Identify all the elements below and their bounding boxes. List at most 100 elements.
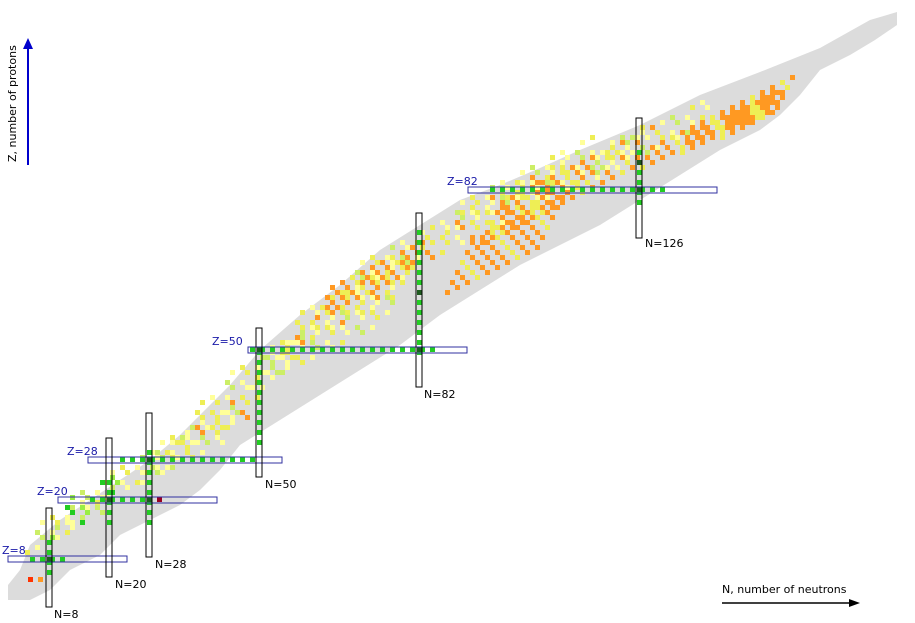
nuclide-cell — [40, 520, 45, 525]
nuclide-cell — [545, 210, 550, 215]
nuclide-cell — [540, 180, 545, 185]
nuclide-cell — [55, 535, 60, 540]
nuclide-cell — [765, 110, 770, 115]
nuclide-cell — [395, 275, 400, 280]
nuclide-cell — [190, 440, 195, 445]
nuclide-cell — [580, 170, 585, 175]
nuclide-cell — [95, 490, 100, 495]
nuclide-cell — [720, 110, 725, 115]
nuclide-cell — [775, 90, 780, 95]
nuclide-cell — [300, 335, 305, 340]
nuclide-cell — [630, 165, 635, 170]
nuclide-cell — [100, 480, 105, 485]
magic-cell — [107, 520, 112, 525]
nuclide-cell — [755, 100, 760, 105]
nuclide-cell — [515, 225, 520, 230]
magic-cell — [550, 187, 555, 192]
nuclide-cell — [700, 100, 705, 105]
nuclide-cell — [490, 195, 495, 200]
nuclide-cell — [715, 120, 720, 125]
magic-cell — [637, 150, 642, 155]
nuclide-cell — [480, 265, 485, 270]
magic-cell — [340, 347, 345, 352]
nuclide-cell — [370, 295, 375, 300]
magic-cell — [40, 557, 45, 562]
nuclide-cell — [190, 425, 195, 430]
nuclide-cell — [650, 125, 655, 130]
nuclide-cell — [755, 115, 760, 120]
nuclide-cell — [400, 250, 405, 255]
nuclide-cell — [700, 125, 705, 130]
nuclide-cell — [675, 140, 680, 145]
nuclide-cell — [270, 375, 275, 380]
nuclide-cell — [275, 355, 280, 360]
nuclide-cell — [70, 510, 75, 515]
nuclide-cell — [385, 265, 390, 270]
nuclide-cell — [625, 155, 630, 160]
nuclide-cell — [720, 115, 725, 120]
nuclide-cell — [225, 395, 230, 400]
nuclide-cell — [760, 90, 765, 95]
nuclide-cell — [475, 200, 480, 205]
neutron-label-n82: N=82 — [424, 388, 455, 401]
nuclide-cell — [685, 115, 690, 120]
nuclide-cell — [315, 330, 320, 335]
nuclide-cell — [325, 295, 330, 300]
nuclide-cell — [740, 125, 745, 130]
nuclide-cell — [575, 180, 580, 185]
nuclide-cell — [230, 415, 235, 420]
nuclide-cell — [250, 385, 255, 390]
nuclide-cell — [460, 210, 465, 215]
nuclide-cell — [580, 155, 585, 160]
nuclide-cell — [730, 105, 735, 110]
nuclide-cell — [485, 255, 490, 260]
nuclide-cell — [535, 245, 540, 250]
nuclide-cell — [505, 230, 510, 235]
nuclide-cell — [505, 245, 510, 250]
nuclide-cell — [500, 220, 505, 225]
nuclide-cell — [550, 155, 555, 160]
nuclide-cell — [650, 145, 655, 150]
nuclide-cell — [340, 305, 345, 310]
nuclide-cell — [385, 310, 390, 315]
dark-red-cell — [157, 497, 162, 502]
nuclide-cell — [245, 385, 250, 390]
nuclide-cell — [340, 325, 345, 330]
nuclide-cell — [165, 465, 170, 470]
nuclide-cell — [495, 225, 500, 230]
nuclide-cell — [605, 170, 610, 175]
nuclide-cell — [535, 205, 540, 210]
nuclide-cell — [535, 200, 540, 205]
nuclide-cell — [530, 165, 535, 170]
magic-cell — [630, 187, 635, 192]
nuclide-cell — [240, 410, 245, 415]
nuclide-cell — [455, 220, 460, 225]
nuclide-cell — [300, 325, 305, 330]
magic-cell — [257, 370, 262, 375]
orange-cell — [38, 577, 43, 582]
magic-cell — [60, 557, 65, 562]
nuclide-cell — [215, 420, 220, 425]
nuclide-cell — [500, 230, 505, 235]
nuclide-cell — [355, 290, 360, 295]
nuclide-cell — [155, 450, 160, 455]
nuclide-cell — [520, 215, 525, 220]
nuclide-cell — [500, 255, 505, 260]
nuclide-cell — [750, 115, 755, 120]
nuclide-cell — [530, 200, 535, 205]
nuclide-cell — [750, 100, 755, 105]
nuclide-cell — [505, 210, 510, 215]
neutron-label-n20: N=20 — [115, 578, 146, 591]
neutron-bar-n50 — [255, 327, 263, 478]
proton-bar-z28 — [87, 456, 283, 464]
nuclide-cell — [515, 205, 520, 210]
nuclide-cell — [455, 225, 460, 230]
nuclide-cell — [65, 515, 70, 520]
nuclide-cell — [680, 145, 685, 150]
nuclide-cell — [545, 200, 550, 205]
nuclide-cell — [415, 255, 420, 260]
nuclide-cell — [560, 160, 565, 165]
nuclide-cell — [430, 240, 435, 245]
nuclide-cell — [655, 145, 660, 150]
magic-cell — [107, 490, 112, 495]
